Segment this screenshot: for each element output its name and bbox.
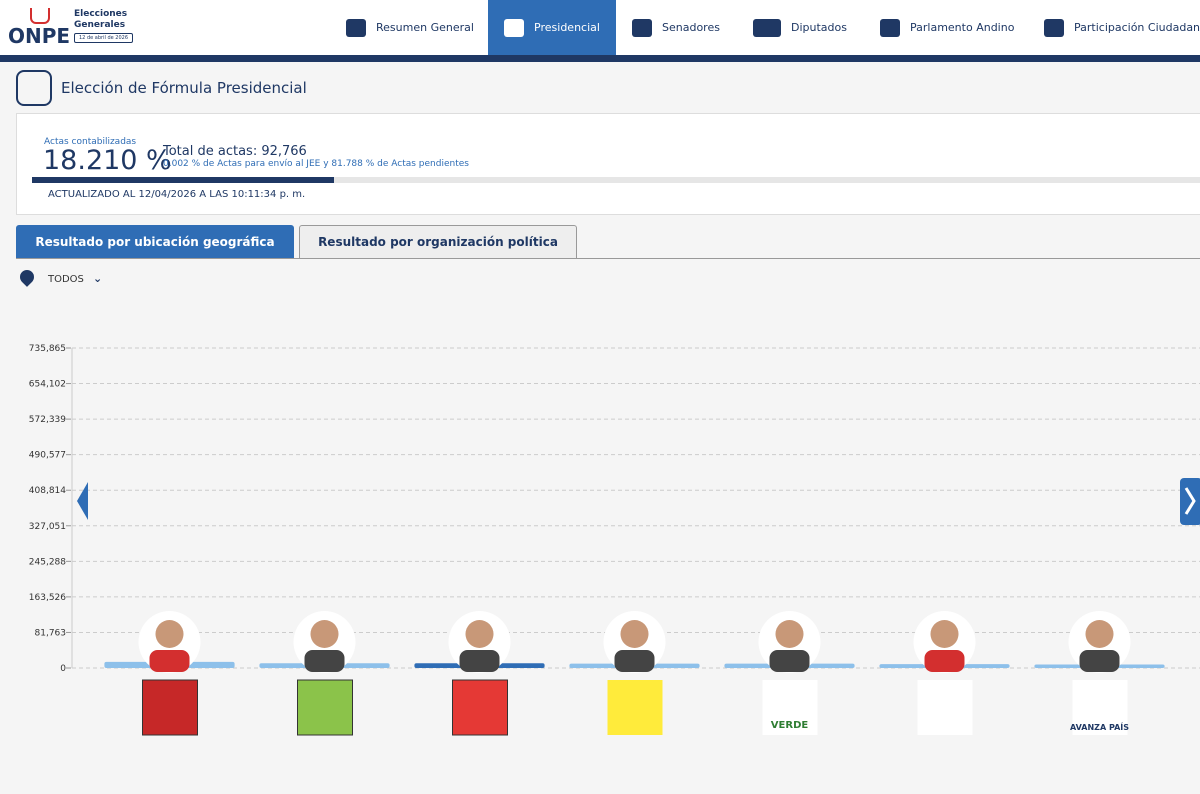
- candidate-face: [775, 620, 804, 648]
- candidate-body: [149, 650, 190, 672]
- nav-label: Parlamento Andino: [910, 21, 1015, 34]
- nav-icon: [346, 18, 366, 37]
- event-name: Elecciones Generales: [74, 9, 127, 31]
- event-date: 12 de abril de 2026: [74, 33, 134, 43]
- candidate-face: [620, 620, 649, 648]
- actas-caption: Actas contabilizadas: [44, 137, 137, 147]
- nav-item[interactable]: Participación Ciudadana: [1044, 0, 1200, 55]
- candidate-face: [465, 620, 494, 648]
- next-arrow: [1184, 487, 1196, 515]
- next-button: [1180, 478, 1200, 525]
- tab[interactable]: Resultado por organización política: [299, 225, 577, 258]
- nav-icon: [632, 18, 652, 37]
- chart: 0 81,763 163,526 245,288 327,051 408,814 490,5…: [29, 344, 1200, 736]
- candidate-face: [155, 620, 184, 648]
- y-tick-label: 572,339: [29, 415, 66, 425]
- progress-track: [32, 177, 1200, 183]
- nav-label: Senadores: [662, 21, 720, 34]
- nav-icon: [1044, 18, 1064, 37]
- candidate-body: [1079, 650, 1120, 672]
- logo: ONPE: [8, 24, 71, 48]
- total-actas: Total de actas: 92,766: [163, 144, 307, 159]
- shield-icon: [16, 70, 52, 106]
- nav-item[interactable]: Parlamento Andino: [880, 0, 1014, 55]
- logo-text: AVANZA PAÍS: [1070, 721, 1129, 732]
- filter[interactable]: TODOS: [48, 274, 84, 285]
- y-tick-label: 735,865: [29, 344, 66, 354]
- party-logo: [1072, 680, 1128, 735]
- progress-fill: [32, 177, 334, 183]
- nav-label: Resumen General: [376, 21, 474, 34]
- party-logo: [607, 680, 663, 735]
- filter-caret[interactable]: ⌄: [93, 272, 103, 285]
- logo-text: VERDE: [771, 720, 809, 731]
- nav-label: Diputados: [791, 21, 847, 34]
- party-logo: [142, 679, 198, 736]
- event-line: Generales: [74, 20, 126, 30]
- summary-box: Actas contabilizadas 18.210 % Total de a…: [16, 113, 1200, 215]
- y-tick-label: 81,763: [35, 628, 67, 638]
- y-tick-label: 654,102: [29, 380, 66, 390]
- actas-pct: 18.210 %: [43, 145, 172, 176]
- nav-stripe: [0, 55, 1200, 62]
- nav-icon: [504, 18, 525, 37]
- candidate-body: [614, 650, 655, 672]
- nav-icon: [753, 18, 781, 37]
- y-tick-label: 245,288: [29, 557, 66, 567]
- top-nav: ONPE Elecciones Generales 12 de abril de …: [0, 0, 1200, 55]
- nav-label: Presidencial: [534, 21, 600, 34]
- prev-arrow: [77, 482, 88, 520]
- updated: ACTUALIZADO AL 12/04/2026 A LAS 10:11:34…: [48, 189, 306, 200]
- event-line: Elecciones: [74, 9, 128, 19]
- candidate-face: [930, 620, 959, 648]
- candidate-face: [310, 620, 339, 648]
- y-tick-label: 490,577: [29, 451, 66, 461]
- y-tick-label: 327,051: [29, 522, 66, 532]
- pin-icon: [17, 267, 37, 287]
- tab[interactable]: Resultado por ubicación geográfica: [16, 225, 294, 258]
- candidate-body: [459, 650, 500, 672]
- nav-icon: [880, 18, 900, 37]
- candidate-body: [924, 650, 965, 672]
- nav-item[interactable]: Diputados: [753, 0, 847, 55]
- tab-line: [16, 258, 1200, 259]
- nav-label: Participación Ciudadana: [1074, 21, 1200, 34]
- logo-icon: [30, 8, 50, 24]
- y-tick-label: 163,526: [29, 593, 66, 603]
- candidate-face: [1085, 620, 1114, 648]
- page-title: Elección de Fórmula Presidencial: [61, 79, 307, 97]
- nav-item[interactable]: Resumen General: [346, 0, 488, 55]
- nav-item[interactable]: Senadores: [632, 0, 720, 55]
- party-logo: [297, 679, 353, 736]
- party-logo: [452, 679, 508, 736]
- y-tick-label: 408,814: [29, 486, 66, 496]
- party-logo: [917, 680, 973, 735]
- candidate-body: [769, 650, 810, 672]
- candidate-body: [304, 650, 345, 672]
- party-logo: [762, 680, 818, 735]
- nav-item[interactable]: Presidencial: [488, 0, 616, 55]
- y-tick-label: 0: [60, 664, 66, 674]
- actas-detail: 0.002 % de Actas para envío al JEE y 81.…: [163, 159, 469, 169]
